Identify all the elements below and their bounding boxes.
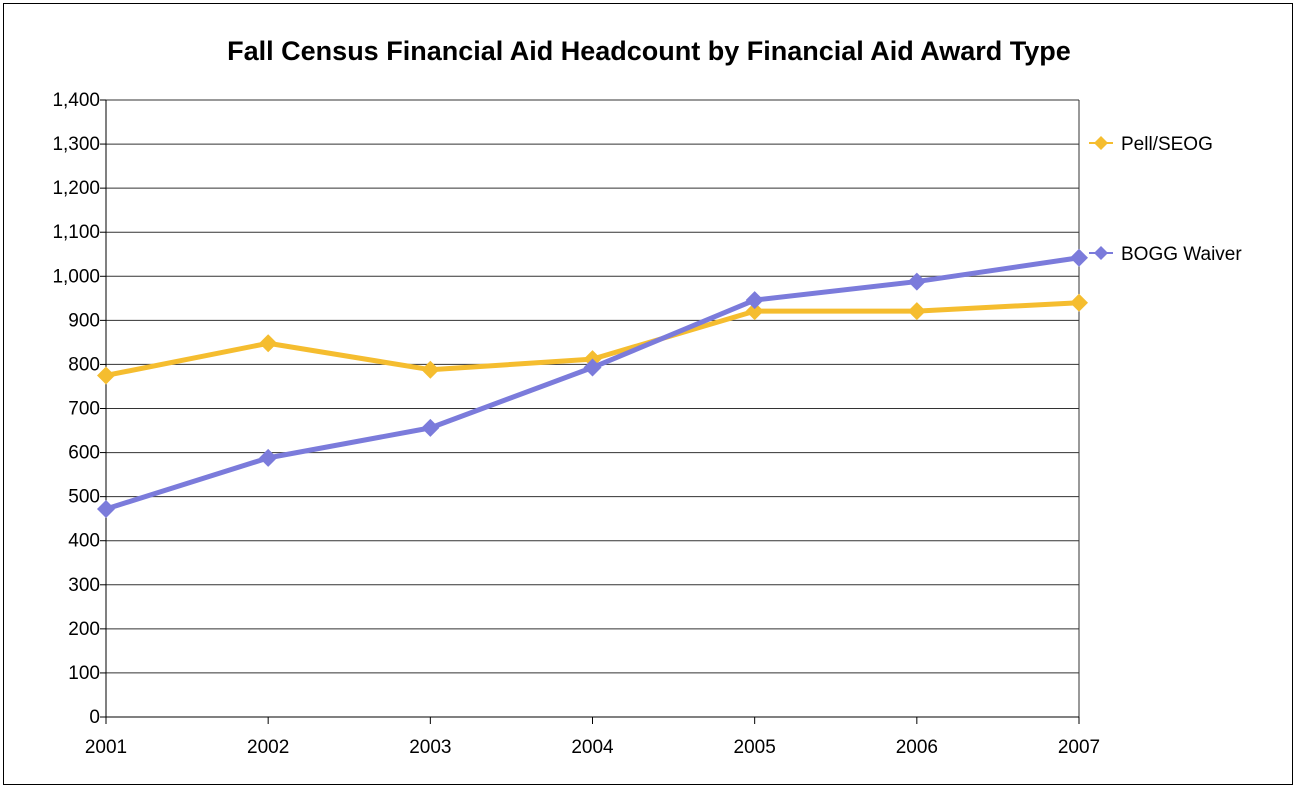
data-point-bogg-waiver (97, 499, 115, 518)
y-tick-label: 200 (68, 619, 100, 640)
x-tick-label: 2007 (1058, 737, 1100, 758)
y-tick-label: 1,200 (52, 178, 100, 199)
data-point-pell-seog (259, 334, 278, 353)
y-tick-label: 1,000 (52, 266, 100, 287)
chart-title: Fall Census Financial Aid Headcount by F… (227, 36, 1071, 66)
data-point-bogg-waiver (1070, 248, 1088, 267)
y-tick-label: 500 (68, 487, 100, 508)
x-tick-label: 2002 (247, 737, 289, 758)
y-tick-label: 400 (68, 531, 100, 552)
y-tick-label: 100 (68, 663, 100, 684)
gridlines (106, 99, 1080, 717)
legend-label-pell-seog: Pell/SEOG (1121, 134, 1213, 155)
data-point-pell-seog (745, 302, 764, 321)
y-tick-label: 600 (68, 443, 100, 464)
x-tick-label: 2001 (85, 737, 127, 758)
x-tick-label: 2003 (409, 737, 451, 758)
y-tick-label: 1,300 (52, 134, 100, 155)
legend-marker-pell-seog (1094, 136, 1108, 150)
y-tick-label: 700 (68, 399, 100, 420)
y-tick-label: 1,400 (52, 90, 100, 111)
data-point-bogg-waiver (583, 358, 602, 377)
x-tick-label: 2006 (896, 737, 938, 758)
legend: Pell/SEOG BOGG Waiver (1089, 134, 1242, 265)
y-tick-label: 900 (68, 310, 100, 331)
x-tick-label: 2004 (571, 737, 614, 758)
data-point-pell-seog (421, 360, 440, 379)
chart-frame (3, 3, 1293, 785)
data-point-bogg-waiver (907, 272, 926, 291)
axes: 0 100 200 300 400 500 600 700 800 900 1,000 1,100 1,… (52, 90, 1100, 758)
legend-label-bogg-waiver: BOGG Waiver (1121, 244, 1242, 265)
y-tick-label: 300 (68, 575, 100, 596)
y-tick-label: 0 (89, 707, 100, 728)
series-layer (97, 248, 1088, 518)
y-tick-label: 800 (68, 354, 100, 375)
data-point-bogg-waiver (259, 448, 278, 467)
data-point-bogg-waiver (421, 418, 440, 437)
y-tick-label: 1,100 (52, 222, 100, 243)
data-point-bogg-waiver (745, 291, 764, 310)
series-line-bogg-waiver (105, 255, 1080, 512)
x-tick-label: 2005 (734, 737, 776, 758)
data-point-pell-seog (1070, 293, 1088, 312)
data-point-pell-seog (97, 366, 115, 385)
data-point-pell-seog (907, 302, 926, 321)
legend-marker-bogg-waiver (1094, 246, 1108, 260)
